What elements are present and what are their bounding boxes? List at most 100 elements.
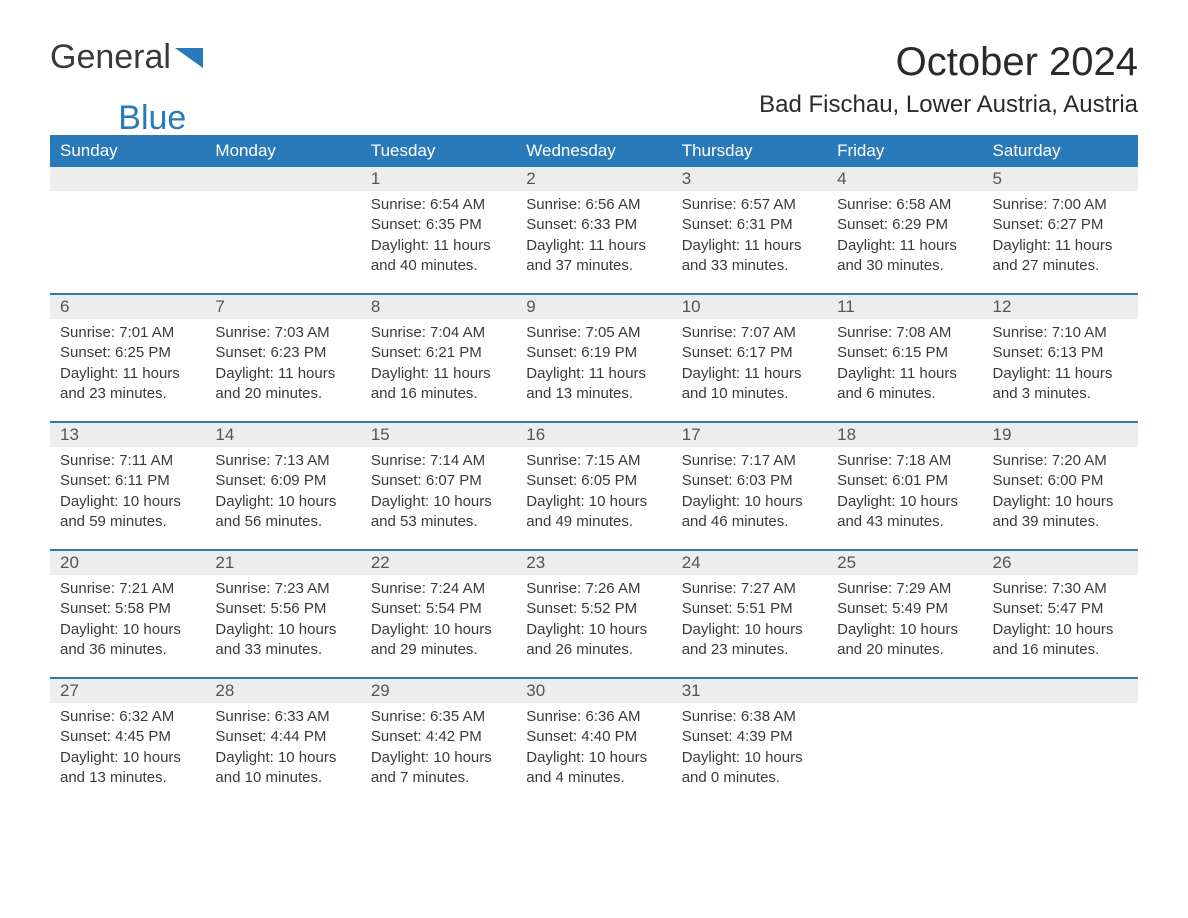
day-number: 7 xyxy=(205,295,360,319)
daylight-text: Daylight: 10 hours and 16 minutes. xyxy=(993,620,1128,661)
day-body: Sunrise: 6:38 AMSunset: 4:39 PMDaylight:… xyxy=(672,703,827,796)
sunrise-text: Sunrise: 7:30 AM xyxy=(993,579,1128,599)
calendar-cell: 25Sunrise: 7:29 AMSunset: 5:49 PMDayligh… xyxy=(827,551,982,677)
sunset-text: Sunset: 4:39 PM xyxy=(682,727,817,747)
sunrise-text: Sunrise: 7:05 AM xyxy=(526,323,661,343)
day-number: 2 xyxy=(516,167,671,191)
calendar-cell: 18Sunrise: 7:18 AMSunset: 6:01 PMDayligh… xyxy=(827,423,982,549)
day-number: 19 xyxy=(983,423,1138,447)
daylight-text: Daylight: 10 hours and 23 minutes. xyxy=(682,620,817,661)
day-body: Sunrise: 7:11 AMSunset: 6:11 PMDaylight:… xyxy=(50,447,205,540)
sunrise-text: Sunrise: 7:08 AM xyxy=(837,323,972,343)
calendar-cell: 14Sunrise: 7:13 AMSunset: 6:09 PMDayligh… xyxy=(205,423,360,549)
daylight-text: Daylight: 11 hours and 20 minutes. xyxy=(215,364,350,405)
logo-flag-icon xyxy=(175,48,203,68)
day-number: 30 xyxy=(516,679,671,703)
calendar-cell: 27Sunrise: 6:32 AMSunset: 4:45 PMDayligh… xyxy=(50,679,205,805)
sunrise-text: Sunrise: 7:21 AM xyxy=(60,579,195,599)
sunrise-text: Sunrise: 7:29 AM xyxy=(837,579,972,599)
day-body xyxy=(827,703,982,715)
sunset-text: Sunset: 4:45 PM xyxy=(60,727,195,747)
sunset-text: Sunset: 5:52 PM xyxy=(526,599,661,619)
calendar-cell: 16Sunrise: 7:15 AMSunset: 6:05 PMDayligh… xyxy=(516,423,671,549)
calendar-cell: 22Sunrise: 7:24 AMSunset: 5:54 PMDayligh… xyxy=(361,551,516,677)
day-body: Sunrise: 7:29 AMSunset: 5:49 PMDaylight:… xyxy=(827,575,982,668)
sunrise-text: Sunrise: 7:26 AM xyxy=(526,579,661,599)
week-row: 20Sunrise: 7:21 AMSunset: 5:58 PMDayligh… xyxy=(50,549,1138,677)
daylight-text: Daylight: 10 hours and 56 minutes. xyxy=(215,492,350,533)
location-text: Bad Fischau, Lower Austria, Austria xyxy=(759,91,1138,119)
logo-text-general: General xyxy=(50,40,171,74)
calendar-cell xyxy=(50,167,205,293)
calendar-cell: 26Sunrise: 7:30 AMSunset: 5:47 PMDayligh… xyxy=(983,551,1138,677)
dayheader-row: SundayMondayTuesdayWednesdayThursdayFrid… xyxy=(50,135,1138,167)
sunset-text: Sunset: 5:51 PM xyxy=(682,599,817,619)
day-body: Sunrise: 7:26 AMSunset: 5:52 PMDaylight:… xyxy=(516,575,671,668)
day-number: 1 xyxy=(361,167,516,191)
calendar-cell: 6Sunrise: 7:01 AMSunset: 6:25 PMDaylight… xyxy=(50,295,205,421)
sunset-text: Sunset: 4:42 PM xyxy=(371,727,506,747)
day-number: 25 xyxy=(827,551,982,575)
day-number xyxy=(205,167,360,191)
sunset-text: Sunset: 6:03 PM xyxy=(682,471,817,491)
sunset-text: Sunset: 6:29 PM xyxy=(837,215,972,235)
day-number: 13 xyxy=(50,423,205,447)
sunset-text: Sunset: 5:47 PM xyxy=(993,599,1128,619)
week-row: 27Sunrise: 6:32 AMSunset: 4:45 PMDayligh… xyxy=(50,677,1138,805)
calendar-cell: 1Sunrise: 6:54 AMSunset: 6:35 PMDaylight… xyxy=(361,167,516,293)
day-body: Sunrise: 7:13 AMSunset: 6:09 PMDaylight:… xyxy=(205,447,360,540)
sunrise-text: Sunrise: 7:27 AM xyxy=(682,579,817,599)
dayheader: Tuesday xyxy=(361,135,516,167)
sunrise-text: Sunrise: 6:56 AM xyxy=(526,195,661,215)
calendar-cell: 3Sunrise: 6:57 AMSunset: 6:31 PMDaylight… xyxy=(672,167,827,293)
day-body: Sunrise: 6:56 AMSunset: 6:33 PMDaylight:… xyxy=(516,191,671,284)
sunrise-text: Sunrise: 7:01 AM xyxy=(60,323,195,343)
sunset-text: Sunset: 6:27 PM xyxy=(993,215,1128,235)
sunrise-text: Sunrise: 7:20 AM xyxy=(993,451,1128,471)
sunset-text: Sunset: 5:49 PM xyxy=(837,599,972,619)
calendar-cell: 8Sunrise: 7:04 AMSunset: 6:21 PMDaylight… xyxy=(361,295,516,421)
calendar-cell: 29Sunrise: 6:35 AMSunset: 4:42 PMDayligh… xyxy=(361,679,516,805)
sunrise-text: Sunrise: 7:00 AM xyxy=(993,195,1128,215)
sunrise-text: Sunrise: 6:38 AM xyxy=(682,707,817,727)
sunset-text: Sunset: 6:19 PM xyxy=(526,343,661,363)
day-number: 22 xyxy=(361,551,516,575)
logo: General xyxy=(50,40,203,74)
day-body: Sunrise: 7:05 AMSunset: 6:19 PMDaylight:… xyxy=(516,319,671,412)
calendar-cell: 7Sunrise: 7:03 AMSunset: 6:23 PMDaylight… xyxy=(205,295,360,421)
sunrise-text: Sunrise: 6:32 AM xyxy=(60,707,195,727)
daylight-text: Daylight: 10 hours and 33 minutes. xyxy=(215,620,350,661)
daylight-text: Daylight: 10 hours and 36 minutes. xyxy=(60,620,195,661)
daylight-text: Daylight: 10 hours and 49 minutes. xyxy=(526,492,661,533)
page-title: October 2024 xyxy=(896,40,1138,85)
sunset-text: Sunset: 4:44 PM xyxy=(215,727,350,747)
daylight-text: Daylight: 11 hours and 30 minutes. xyxy=(837,236,972,277)
day-body: Sunrise: 7:15 AMSunset: 6:05 PMDaylight:… xyxy=(516,447,671,540)
day-body: Sunrise: 6:33 AMSunset: 4:44 PMDaylight:… xyxy=(205,703,360,796)
day-body: Sunrise: 7:24 AMSunset: 5:54 PMDaylight:… xyxy=(361,575,516,668)
calendar-cell: 12Sunrise: 7:10 AMSunset: 6:13 PMDayligh… xyxy=(983,295,1138,421)
day-body xyxy=(50,191,205,203)
sunset-text: Sunset: 6:31 PM xyxy=(682,215,817,235)
sunrise-text: Sunrise: 6:58 AM xyxy=(837,195,972,215)
day-body: Sunrise: 7:18 AMSunset: 6:01 PMDaylight:… xyxy=(827,447,982,540)
daylight-text: Daylight: 10 hours and 10 minutes. xyxy=(215,748,350,789)
calendar-cell: 20Sunrise: 7:21 AMSunset: 5:58 PMDayligh… xyxy=(50,551,205,677)
calendar-cell: 11Sunrise: 7:08 AMSunset: 6:15 PMDayligh… xyxy=(827,295,982,421)
sunrise-text: Sunrise: 6:54 AM xyxy=(371,195,506,215)
day-number: 20 xyxy=(50,551,205,575)
day-body: Sunrise: 7:20 AMSunset: 6:00 PMDaylight:… xyxy=(983,447,1138,540)
calendar-cell xyxy=(827,679,982,805)
day-number: 10 xyxy=(672,295,827,319)
sunrise-text: Sunrise: 6:36 AM xyxy=(526,707,661,727)
daylight-text: Daylight: 11 hours and 10 minutes. xyxy=(682,364,817,405)
sunrise-text: Sunrise: 6:35 AM xyxy=(371,707,506,727)
daylight-text: Daylight: 10 hours and 7 minutes. xyxy=(371,748,506,789)
calendar-cell: 15Sunrise: 7:14 AMSunset: 6:07 PMDayligh… xyxy=(361,423,516,549)
sunset-text: Sunset: 6:15 PM xyxy=(837,343,972,363)
daylight-text: Daylight: 10 hours and 29 minutes. xyxy=(371,620,506,661)
day-number: 9 xyxy=(516,295,671,319)
sunrise-text: Sunrise: 7:15 AM xyxy=(526,451,661,471)
sunrise-text: Sunrise: 7:11 AM xyxy=(60,451,195,471)
day-body: Sunrise: 7:04 AMSunset: 6:21 PMDaylight:… xyxy=(361,319,516,412)
